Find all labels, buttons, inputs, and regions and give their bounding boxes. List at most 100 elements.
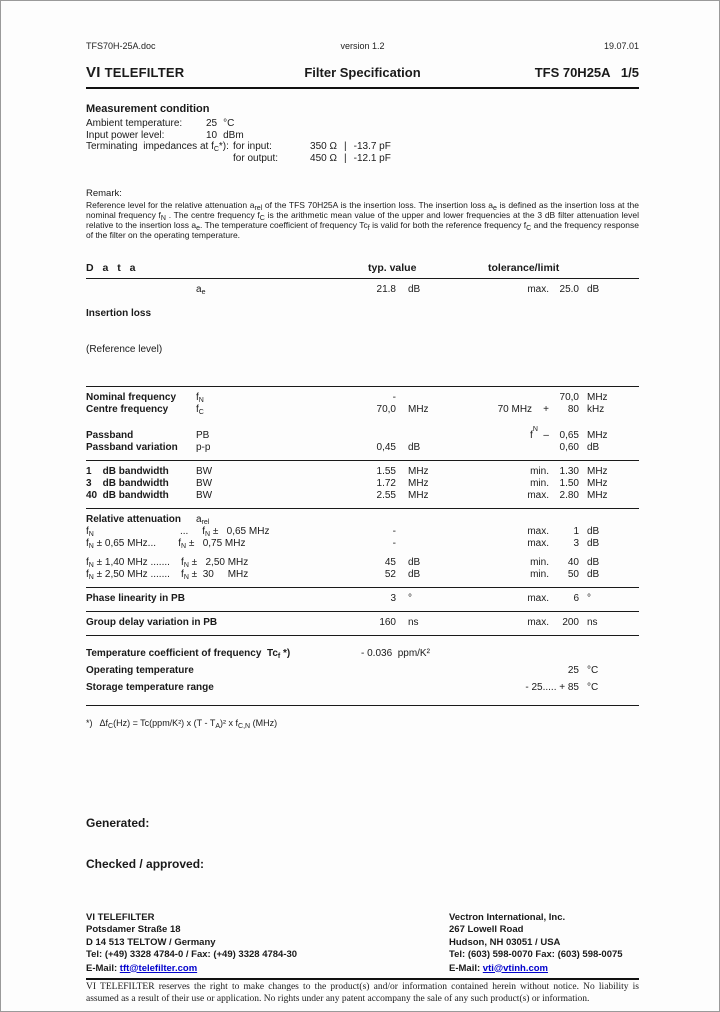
- table-row: fN ± 0,65 MHz... fN ± 0,75 MHz - max. 3 …: [86, 538, 639, 550]
- doc-meta-row: TFS70H-25A.doc version 1.2 19.07.01: [86, 41, 639, 51]
- terminating-output-row: for output: 450 Ω | -12.1 pF: [86, 153, 639, 165]
- footer-address-vectron: Vectron International, Inc. 267 Lowell R…: [449, 912, 623, 975]
- power-value: 10: [206, 129, 218, 141]
- group-temperature: Temperature coefficient of frequency Tcf…: [86, 636, 639, 706]
- tol-unit-cell: °C: [587, 682, 599, 693]
- footer-phone: Tel: (603) 598-0070 Fax: (603) 598-0075: [449, 949, 623, 961]
- tol-value-cell: 40: [567, 557, 579, 568]
- symbol-cell: arel: [196, 514, 210, 526]
- tol-qualifier-cell: max.: [527, 617, 549, 628]
- tol-unit-cell: dB: [587, 442, 600, 453]
- email-link-vectron[interactable]: vti@vtinh.com: [482, 962, 548, 974]
- typ-unit-cell: MHz: [408, 490, 429, 501]
- group-frequency-passband: Nominal frequency fN - 70,0 MHz Centre f…: [86, 387, 639, 461]
- frequency-range-cell: fN ± 1,40 MHz ....... fN ± 2,50 MHz: [86, 557, 249, 569]
- footer-street: Potsdamer Straße 18: [86, 924, 181, 936]
- param-name: Passband: [86, 430, 134, 441]
- tol-qualifier-cell: max.: [527, 284, 549, 295]
- ambient-value: 25: [206, 118, 218, 129]
- typ-unit-cell: MHz: [408, 478, 429, 489]
- col-header-tolerance: tolerance/limit: [488, 262, 560, 274]
- table-row: 40 dB bandwidth BW 2.55 MHz max. 2.80 MH…: [86, 490, 639, 502]
- tol-unit-cell: dB: [587, 538, 600, 549]
- output-impedance: 450 Ω: [310, 152, 337, 164]
- typ-value-cell: 0,45: [376, 442, 396, 453]
- table-row: 3 dB bandwidth BW 1.72 MHz min. 1.50 MHz: [86, 478, 639, 490]
- table-row: fN ... fN ± 0,65 MHz - max. 1 dB: [86, 526, 639, 538]
- typ-value-cell: 45: [384, 557, 396, 568]
- input-power-row: Input power level: 10 dBm: [86, 130, 639, 142]
- table-row: fN ± 1,40 MHz ....... fN ± 2,50 MHz 45 d…: [86, 557, 639, 569]
- typ-value-cell: 160: [379, 617, 396, 628]
- for-input-label: for input:: [233, 141, 272, 152]
- logo-vi-mark: VI: [86, 64, 101, 81]
- table-row: Temperature coefficient of frequency Tcf…: [86, 648, 639, 660]
- remark-section: Remark: Reference level for the relative…: [86, 188, 639, 240]
- param-name: Operating temperature: [86, 665, 194, 676]
- footer-email-row: E-Mail: vti@vtinh.com: [449, 963, 623, 975]
- typ-value-cell: 2.55: [376, 490, 396, 501]
- tol-unit-cell: MHz: [587, 478, 608, 489]
- symbol-cell: PB: [196, 430, 210, 441]
- param-name: Passband variation: [86, 442, 178, 453]
- symbol-cell: BW: [196, 478, 213, 489]
- tol-value-cell: 0,60: [559, 442, 579, 453]
- frequency-range-cell: fN ± 0,65 MHz... fN ± 0,75 MHz: [86, 538, 246, 550]
- param-name: Relative attenuation: [86, 514, 182, 525]
- typ-unit-cell: dB: [408, 442, 421, 453]
- page-number: 1/5: [620, 65, 639, 80]
- legal-disclaimer: VI TELEFILTER reserves the right to make…: [86, 978, 639, 1011]
- footer-columns: VI TELEFILTER Potsdamer Straße 18 D 14 5…: [86, 912, 639, 975]
- param-name: Phase linearity in PB: [86, 593, 185, 604]
- tol-value-cell: 50: [567, 569, 579, 580]
- symbol-cell: BW: [196, 466, 213, 477]
- symbol-cell: p-p: [196, 442, 211, 453]
- group-insertion-loss: Insertion loss (Reference level) ae 21.8…: [86, 279, 639, 387]
- tol-unit-cell: ns: [587, 617, 598, 628]
- measurement-condition-section: Measurement condition Ambient temperatur…: [86, 103, 639, 164]
- typ-unit-cell: ns: [408, 617, 419, 628]
- tol-qualifier-cell: max.: [527, 593, 549, 604]
- footer-street: 267 Lowell Road: [449, 924, 524, 936]
- tol-value-cell: 1.50: [559, 478, 579, 489]
- tol-unit-cell: dB: [587, 557, 600, 568]
- table-row: Insertion loss (Reference level) ae 21.8…: [86, 284, 639, 380]
- table-row: 1 dB bandwidth BW 1.55 MHz min. 1.30 MHz: [86, 466, 639, 478]
- measurement-heading: Measurement condition: [86, 103, 210, 115]
- doc-filename: TFS70H-25A.doc: [86, 41, 156, 51]
- typ-value-cell: 21.8: [376, 284, 396, 295]
- email-label: E-Mail:: [86, 962, 118, 974]
- col-header-typ-value: typ. value: [368, 262, 417, 274]
- separator-bar: |: [344, 152, 347, 164]
- param-name: 1 dB bandwidth: [86, 466, 169, 477]
- ambient-label: Ambient temperature:: [86, 118, 183, 129]
- input-capacitance: -13.7 pF: [353, 141, 391, 152]
- table-row: Centre frequency fC 70,0 MHz 70 MHz + 80…: [86, 404, 639, 416]
- for-output-label: for output:: [233, 152, 279, 164]
- tol-value-cell: 6: [573, 593, 579, 604]
- page-footer: VI TELEFILTER Potsdamer Straße 18 D 14 5…: [86, 912, 639, 1011]
- input-impedance: 350 Ω: [310, 141, 337, 152]
- tol-value-cell: - 25..... + 85: [525, 682, 579, 693]
- table-row: Storage temperature range - 25..... + 85…: [86, 682, 639, 694]
- footer-company: Vectron International, Inc.: [449, 911, 566, 923]
- footer-company: VI TELEFILTER: [86, 911, 155, 923]
- table-row: Phase linearity in PB 3 ° max. 6 °: [86, 593, 639, 605]
- typ-unit-cell: dB: [408, 284, 421, 295]
- tol-unit-cell: dB: [587, 284, 600, 295]
- table-header-row: D a t a typ. value tolerance/limit: [86, 262, 639, 279]
- terminating-input-row: Terminating impedances at fC*): for inpu…: [86, 141, 639, 153]
- part-number-page: TFS 70H25A 1/5: [421, 65, 639, 80]
- typ-unit-cell: MHz: [408, 466, 429, 477]
- param-name: Group delay variation in PB: [86, 617, 218, 628]
- email-link-telefilter[interactable]: tft@telefilter.com: [119, 962, 198, 974]
- typ-value-cell: 52: [384, 569, 396, 580]
- footer-phone: Tel: (+49) 3328 4784-0 / Fax: (+49) 3328…: [86, 949, 298, 961]
- tol-unit-cell: MHz: [587, 392, 608, 403]
- typ-unit-cell: MHz: [408, 404, 429, 415]
- doc-version: version 1.2: [340, 41, 385, 51]
- tol-unit-cell: °C: [587, 665, 599, 676]
